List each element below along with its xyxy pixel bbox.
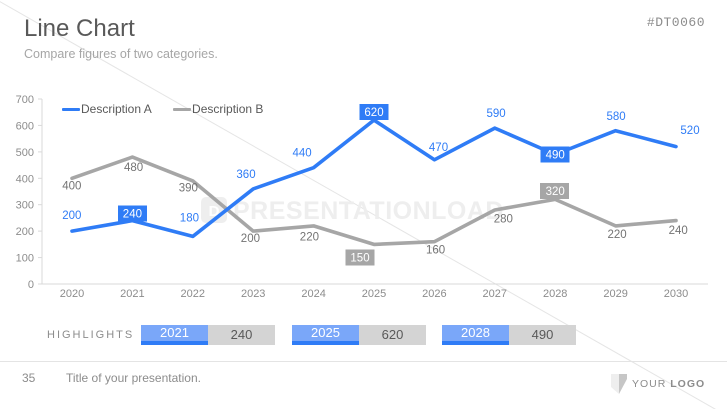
- svg-text:2025: 2025: [362, 288, 386, 300]
- svg-text:300: 300: [16, 200, 34, 212]
- svg-text:400: 400: [16, 173, 34, 185]
- svg-text:2021: 2021: [120, 288, 144, 300]
- svg-text:240: 240: [123, 209, 142, 221]
- svg-text:220: 220: [300, 231, 319, 243]
- svg-text:490: 490: [546, 150, 565, 162]
- svg-text:620: 620: [364, 107, 383, 119]
- svg-text:2024: 2024: [301, 288, 325, 300]
- svg-text:400: 400: [62, 181, 81, 193]
- svg-text:0: 0: [28, 279, 34, 291]
- svg-text:2026: 2026: [422, 288, 446, 300]
- svg-text:150: 150: [350, 253, 369, 265]
- svg-text:180: 180: [180, 212, 199, 224]
- svg-text:600: 600: [16, 120, 34, 132]
- svg-text:2022: 2022: [181, 288, 205, 300]
- svg-text:440: 440: [293, 148, 312, 160]
- svg-text:200: 200: [62, 210, 81, 222]
- svg-text:590: 590: [487, 108, 506, 120]
- svg-text:2023: 2023: [241, 288, 265, 300]
- svg-text:320: 320: [546, 186, 565, 198]
- svg-text:580: 580: [607, 111, 626, 123]
- svg-text:200: 200: [241, 233, 260, 245]
- svg-text:100: 100: [16, 253, 34, 265]
- svg-text:160: 160: [426, 245, 445, 257]
- svg-text:470: 470: [429, 142, 448, 154]
- svg-text:520: 520: [680, 125, 699, 137]
- svg-text:390: 390: [179, 183, 198, 195]
- svg-text:360: 360: [236, 169, 255, 181]
- svg-text:2030: 2030: [664, 288, 688, 300]
- svg-text:2029: 2029: [603, 288, 627, 300]
- svg-text:280: 280: [494, 214, 513, 226]
- svg-text:2027: 2027: [483, 288, 507, 300]
- svg-text:200: 200: [16, 226, 34, 238]
- svg-text:220: 220: [608, 229, 627, 241]
- svg-text:2020: 2020: [60, 288, 84, 300]
- svg-text:480: 480: [124, 162, 143, 174]
- svg-text:700: 700: [16, 95, 34, 106]
- svg-text:2028: 2028: [543, 288, 567, 300]
- svg-text:500: 500: [16, 147, 34, 159]
- svg-text:240: 240: [669, 225, 688, 237]
